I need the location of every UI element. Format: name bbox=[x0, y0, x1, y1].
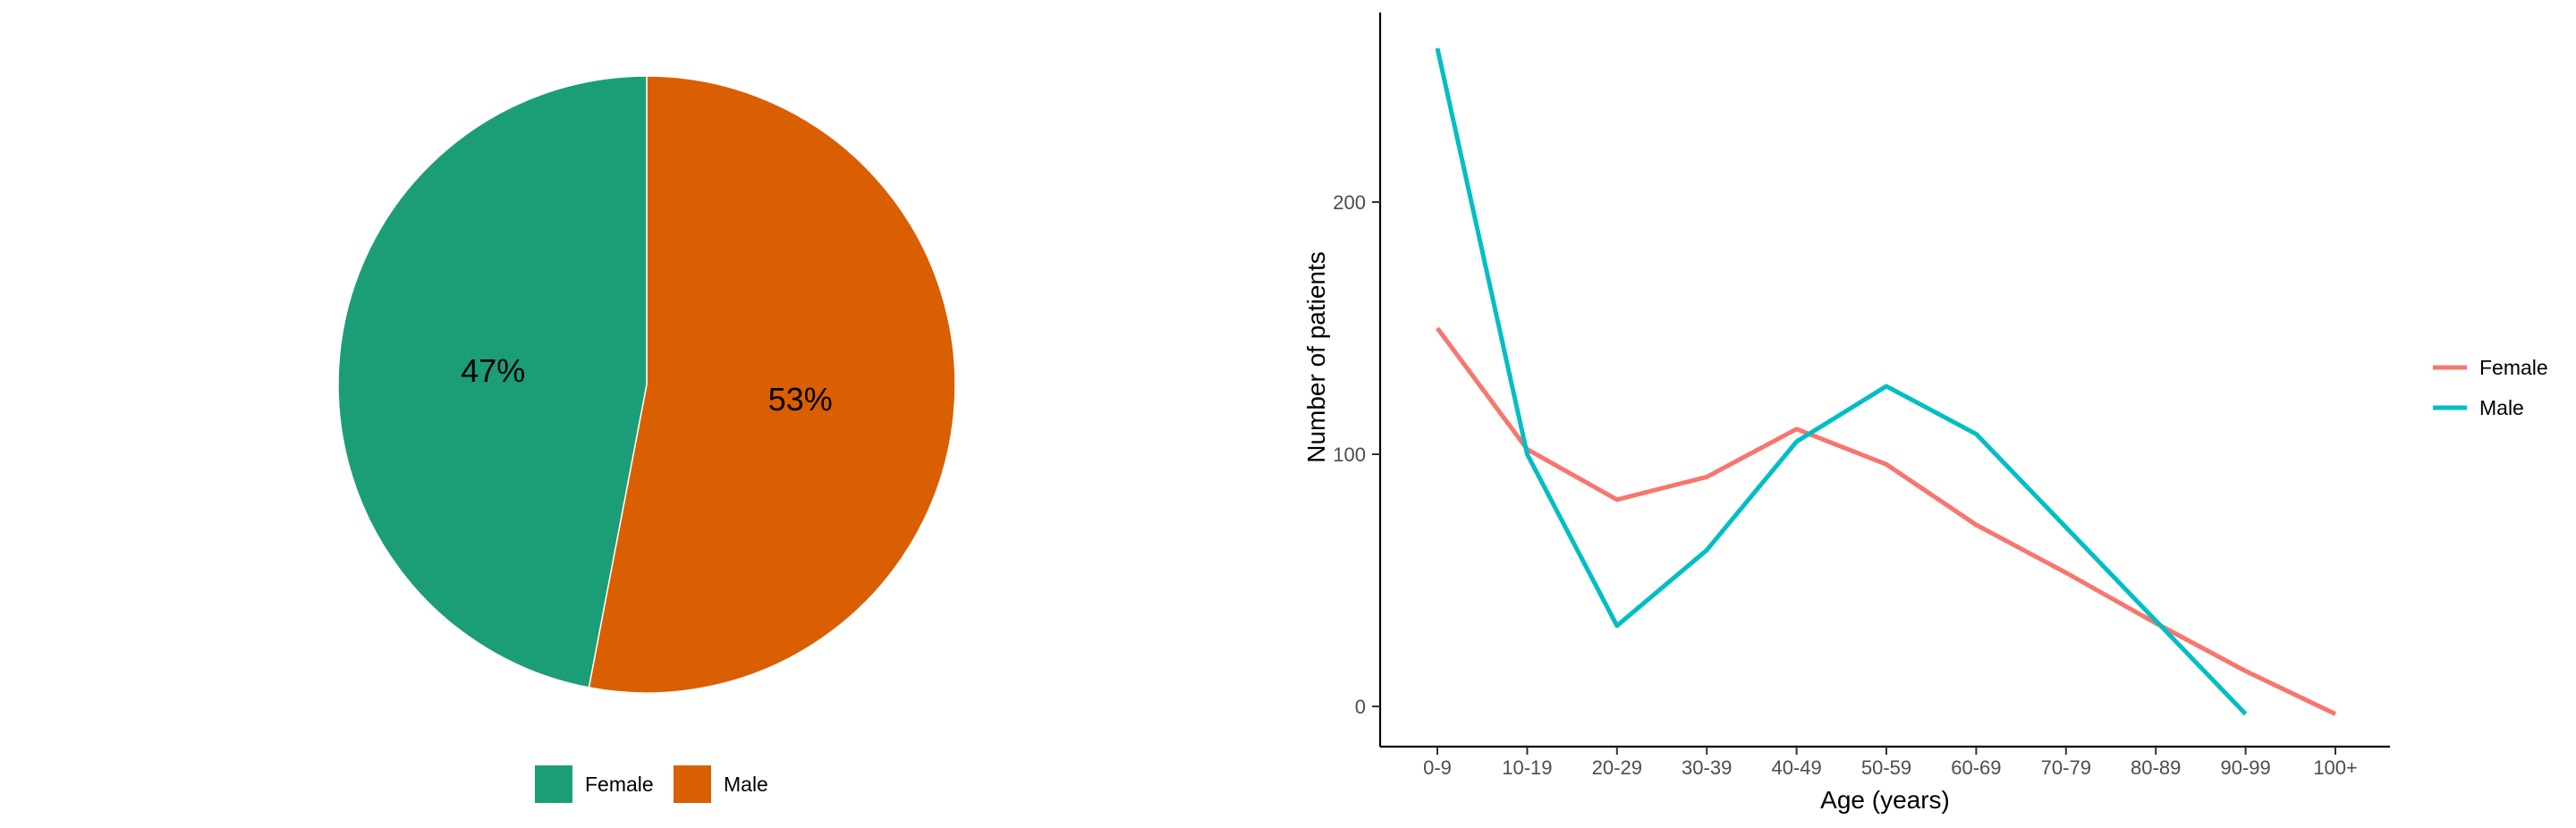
series-line-male bbox=[1437, 48, 2246, 714]
pie-label-male: 53% bbox=[768, 381, 833, 418]
x-tick-label: 80-89 bbox=[2131, 756, 2181, 779]
x-tick-label: 60-69 bbox=[1951, 756, 2001, 779]
y-tick-label: 0 bbox=[1355, 696, 1366, 718]
pie-chart: 47% 53% bbox=[338, 76, 955, 693]
y-tick-label: 200 bbox=[1333, 191, 1366, 214]
x-tick-label: 20-29 bbox=[1592, 756, 1642, 779]
pie-legend: Female Male bbox=[535, 765, 768, 803]
legend-label-female: Female bbox=[585, 773, 654, 796]
x-tick-label: 50-59 bbox=[1861, 756, 1911, 779]
legend-label-male: Male bbox=[724, 773, 768, 796]
x-tick-label: 0-9 bbox=[1423, 756, 1452, 779]
legend-key-female bbox=[535, 765, 572, 803]
legend-key-male bbox=[674, 765, 711, 803]
x-tick-label: 100+ bbox=[2313, 756, 2358, 779]
line-chart: 0 100 200 0-9 10-19 20-29 30-39 40-49 50-59 60-69… bbox=[1302, 13, 2390, 814]
x-axis-title: Age (years) bbox=[1820, 786, 1950, 814]
x-tick-label: 90-99 bbox=[2220, 756, 2270, 779]
pie-label-female: 47% bbox=[461, 352, 525, 389]
legend-label-male: Male bbox=[2479, 396, 2524, 419]
x-tick-label: 10-19 bbox=[1502, 756, 1552, 779]
x-tick-label: 30-39 bbox=[1682, 756, 1732, 779]
y-tick-label: 100 bbox=[1333, 444, 1366, 466]
x-tick-label: 40-49 bbox=[1771, 756, 1821, 779]
line-legend: Female Male bbox=[2433, 356, 2548, 419]
x-tick-label: 70-79 bbox=[2041, 756, 2091, 779]
y-axis-title: Number of patients bbox=[1302, 251, 1330, 463]
legend-label-female: Female bbox=[2479, 356, 2548, 379]
